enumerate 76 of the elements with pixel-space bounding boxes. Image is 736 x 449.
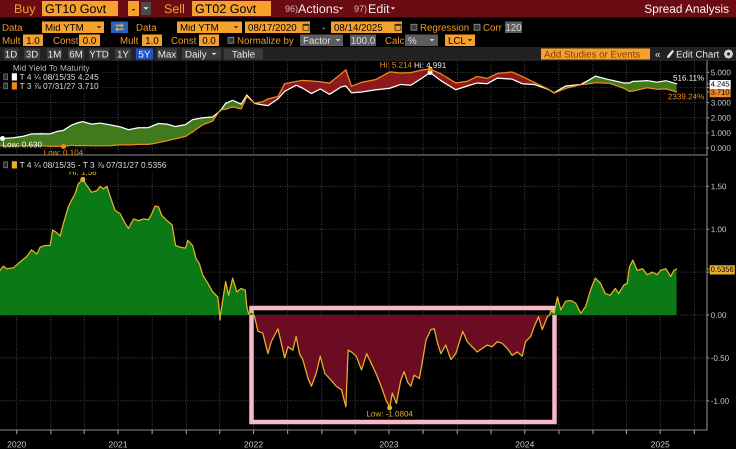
- annotation: Hi: 1.58: [70, 169, 96, 175]
- text: 08/14/2025: [334, 24, 382, 31]
- text: «: [655, 53, 660, 57]
- text: 3D: [26, 50, 38, 58]
- y-tick-label: -1.00: [711, 398, 729, 404]
- y-tick-label: 1.50: [711, 184, 726, 190]
- annotation: Low: -1.0804: [367, 410, 413, 417]
- annotation: Hi: 4.991: [414, 62, 446, 68]
- text: Data: [136, 24, 157, 31]
- text: 100.0: [352, 36, 375, 44]
- text: 1.0: [146, 36, 158, 44]
- text: -: [132, 9, 136, 10]
- x-tick-label: 2025: [651, 441, 670, 448]
- y-tick-label: 3.000: [711, 100, 731, 106]
- text: Mid YTM: [46, 24, 83, 31]
- text: Buy: [15, 4, 36, 16]
- text: 1D: [6, 50, 17, 58]
- y-tick-label: 0.00: [711, 312, 726, 318]
- legend-label: T 4 ¼ 08/15/35 - T 3 ⅞ 07/31/27 0.5356: [20, 162, 166, 168]
- y-tick-label: -0.50: [711, 355, 729, 361]
- annotation: 516.11%: [673, 74, 704, 81]
- text: Add Studies or Events: [544, 50, 640, 58]
- x-tick-label: 2021: [108, 441, 128, 448]
- text: Regression: [420, 24, 469, 33]
- text: 1M: [48, 50, 60, 58]
- legend-label: T 4 ¼ 08/15/35 4.245: [20, 74, 98, 80]
- text: -: [322, 28, 325, 29]
- y-tick-label: 2.000: [711, 115, 731, 121]
- text: Spread Analysis: [644, 4, 729, 16]
- legend-title: Mid Yield To Maturity: [14, 64, 90, 73]
- text: Calc: [385, 36, 404, 44]
- text: 5Y: [138, 50, 150, 58]
- point: [60, 144, 66, 149]
- text: GT02 Govt: [196, 4, 256, 14]
- text: Data: [2, 24, 23, 31]
- text: Mult: [2, 36, 20, 44]
- x-tick-label: 2022: [244, 441, 263, 448]
- text: Mult: [120, 36, 138, 44]
- text: Max: [158, 50, 176, 58]
- text: Mid YTM: [180, 24, 218, 31]
- text: Factor: [304, 37, 330, 44]
- text: 0.0: [83, 36, 96, 44]
- text: 08/17/2020: [248, 24, 296, 31]
- annotation: Hi: 5.214: [380, 62, 412, 68]
- text: %: [408, 37, 416, 44]
- text: Edit Chart: [676, 50, 720, 58]
- text: Daily: [186, 50, 207, 60]
- text: Normalize by: [238, 36, 294, 46]
- text: 97): [354, 5, 366, 14]
- text: Table: [232, 50, 255, 58]
- text: 0.0: [202, 36, 216, 44]
- point: [0, 136, 6, 141]
- text: Actions: [298, 4, 339, 14]
- annotation: Low: 0.104: [44, 150, 83, 156]
- text: 1Y: [118, 50, 129, 58]
- y-tick-label: 0.000: [711, 145, 731, 152]
- text: GT10 Govt: [46, 4, 106, 14]
- y-tick-label: 1.00: [711, 226, 726, 232]
- y-tick-label: 1.000: [711, 130, 731, 136]
- text: 1.0: [26, 36, 40, 44]
- annotation: 2339.24%: [668, 94, 704, 100]
- x-tick-label: 2024: [516, 441, 534, 448]
- legend-label: T 3 ⅞ 07/31/27 3.710: [20, 82, 98, 89]
- y-tick-label: 5.000: [711, 70, 731, 76]
- text: Const: [53, 36, 78, 44]
- text: 120: [506, 24, 522, 31]
- x-tick-label: 2020: [8, 441, 26, 448]
- text: Sell: [164, 4, 184, 14]
- text: Const: [171, 36, 196, 44]
- text: 96): [285, 5, 298, 14]
- text: YTD: [89, 50, 108, 58]
- text: Corr: [483, 24, 502, 31]
- x-tick-label: 2023: [380, 441, 398, 448]
- text: Edit: [369, 4, 390, 14]
- text: LCL: [448, 36, 466, 44]
- text: 6M: [70, 50, 82, 58]
